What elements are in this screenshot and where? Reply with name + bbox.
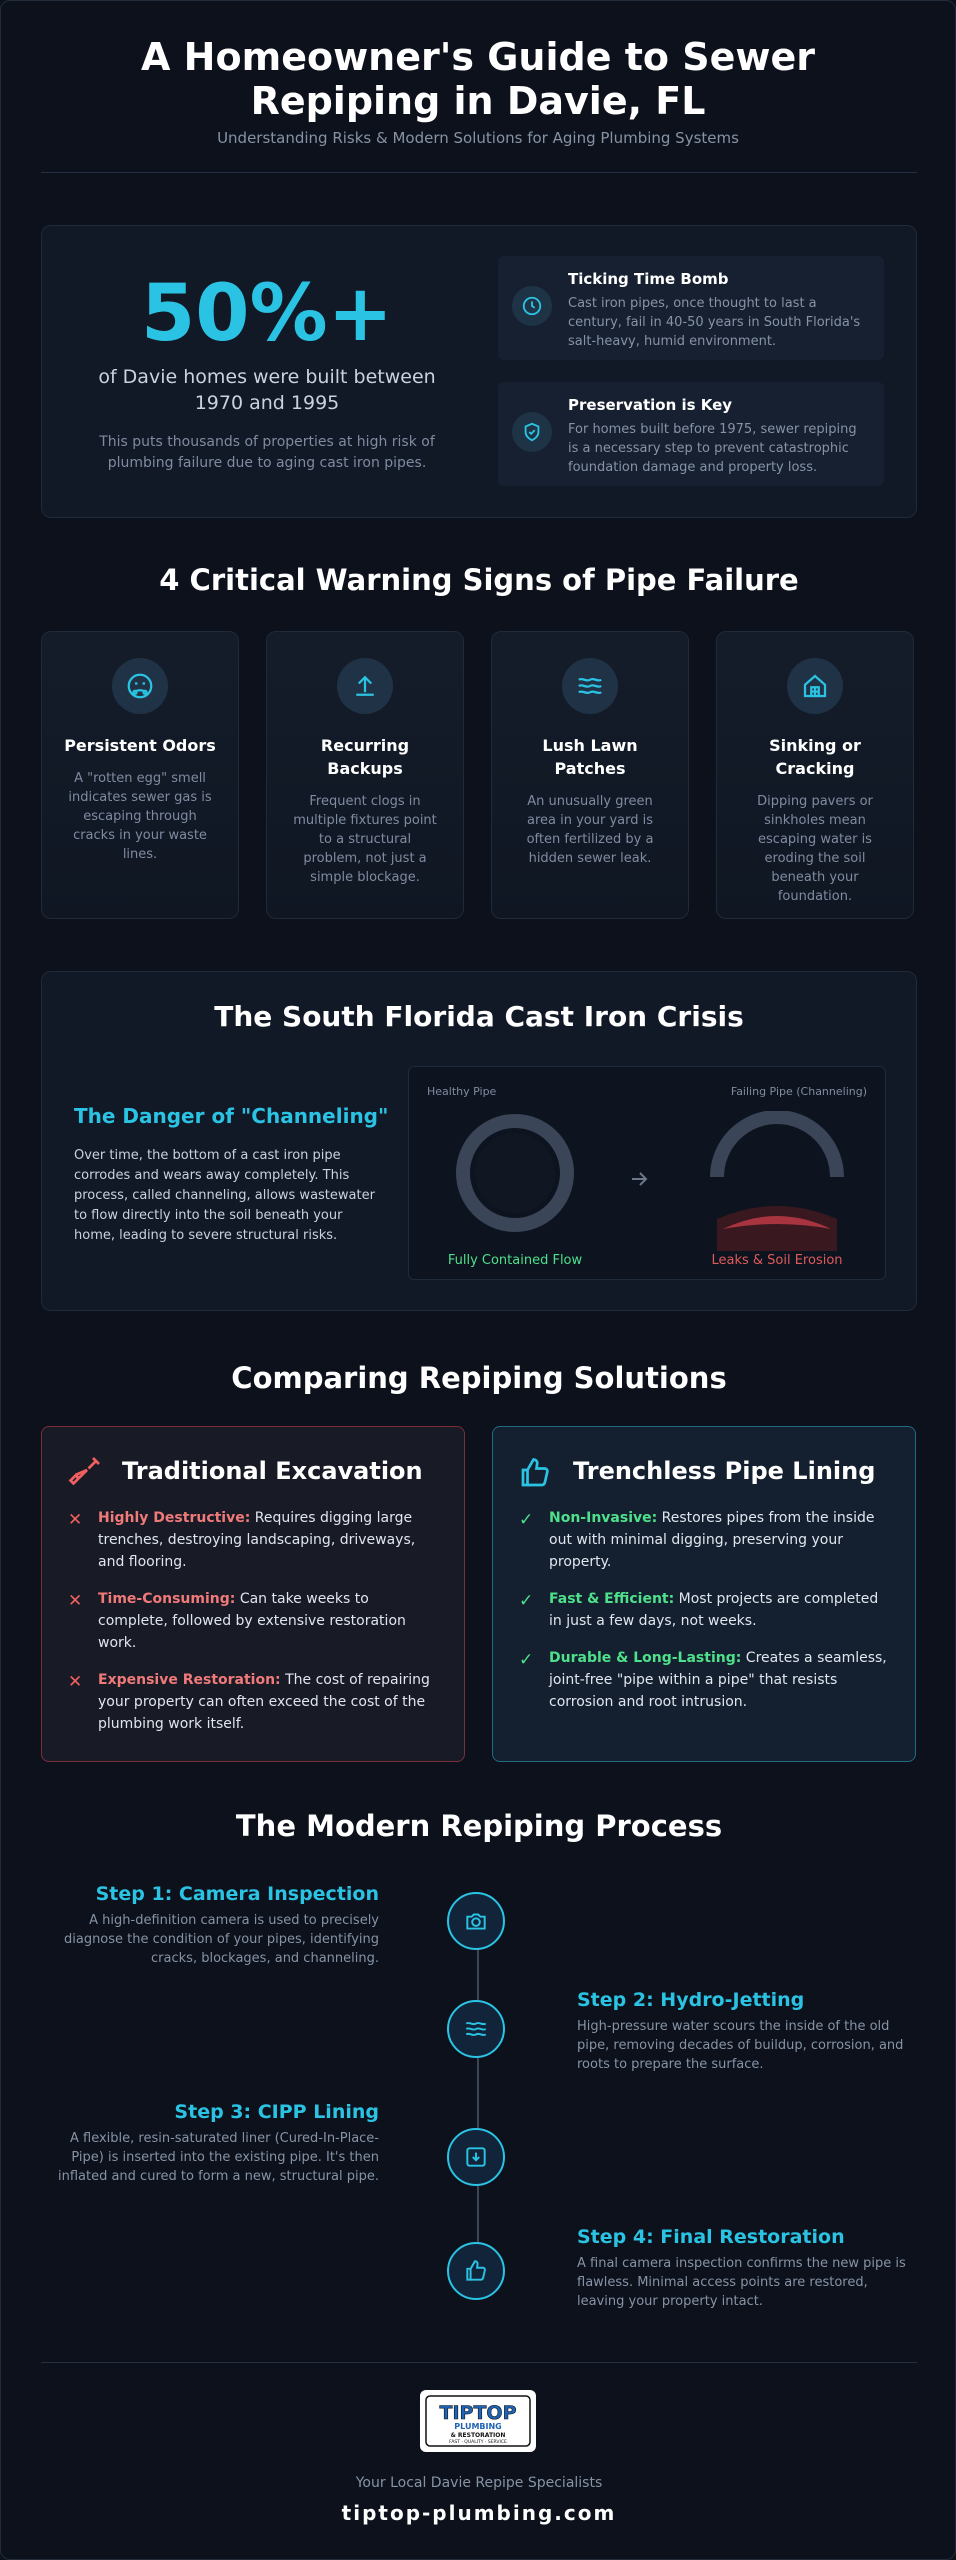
trenchless-title: Trenchless Pipe Lining — [573, 1457, 876, 1485]
healthy-pipe-label: Healthy Pipe — [427, 1085, 497, 1098]
stats-card: 50%+ of Davie homes were built between 1… — [41, 225, 917, 518]
download-box-icon — [466, 2147, 486, 2167]
company-logo[interactable]: TIPTOP PLUMBING & RESTORATION FAST · QUA… — [420, 2390, 536, 2452]
header: A Homeowner's Guide to Sewer Repiping in… — [1, 1, 955, 147]
step-1-title: Step 1: Camera Inspection — [95, 1883, 379, 1905]
traditional-point: ✕ Time-Consuming: Can take weeks to compl… — [68, 1591, 406, 1651]
thumbs-up-icon — [521, 1458, 549, 1487]
preservation-text: For homes built before 1975, sewer repip… — [568, 422, 857, 475]
failing-pipe-caption: Leaks & Soil Erosion — [711, 1253, 843, 1268]
svg-text:PLUMBING: PLUMBING — [454, 2422, 501, 2431]
logo-graphic: TIPTOP PLUMBING & RESTORATION FAST · QUA… — [425, 2395, 531, 2447]
header-divider — [41, 172, 917, 173]
timeline-line — [477, 1921, 479, 2281]
sign-title: Persistent Odors — [64, 736, 216, 755]
preservation-title: Preservation is Key — [568, 396, 733, 414]
channeling-heading: The Danger of "Channeling" — [74, 1104, 389, 1128]
waves-icon — [562, 658, 618, 714]
process-title: The Modern Repiping Process — [235, 1809, 723, 1843]
clock-icon — [512, 286, 552, 326]
arrow-right-icon — [632, 1172, 648, 1186]
step-2-marker — [447, 2000, 505, 2058]
sign-text: A "rotten egg" smell indicates sewer gas… — [68, 771, 212, 862]
trenchless-point: ✓ Fast & Efficient: Most projects are com… — [519, 1591, 879, 1629]
step-3-text: A flexible, resin-saturated liner (Cured… — [57, 2131, 379, 2184]
step-4-title: Step 4: Final Restoration — [577, 2226, 845, 2248]
sign-card-lawn: Lush Lawn Patches An unusually green are… — [491, 631, 689, 919]
time-bomb-title: Ticking Time Bomb — [568, 270, 729, 288]
channeling-text: Over time, the bottom of a cast iron pip… — [74, 1148, 375, 1243]
house-icon — [787, 658, 843, 714]
svg-text:TIPTOP: TIPTOP — [440, 2402, 517, 2424]
traditional-card: Traditional Excavation ✕ Highly Destructi… — [41, 1426, 465, 1762]
sign-title: Sinking or Cracking — [769, 736, 861, 778]
step-2-text: High-pressure water scours the inside of… — [577, 2019, 904, 2072]
healthy-pipe-graphic — [456, 1114, 574, 1232]
crisis-title: The South Florida Cast Iron Crisis — [214, 1000, 744, 1033]
trenchless-point: ✓ Durable & Long-Lasting: Creates a seaml… — [519, 1650, 887, 1710]
sign-text: Frequent clogs in multiple fixtures poin… — [293, 794, 437, 885]
stat-number: 50%+ — [140, 269, 394, 359]
compare-title: Comparing Repiping Solutions — [231, 1361, 727, 1395]
pipe-diagram: Healthy Pipe Failing Pipe (Channeling) F… — [408, 1066, 886, 1280]
step-4-text: A final camera inspection confirms the n… — [577, 2256, 906, 2309]
failing-pipe-graphic — [710, 1111, 844, 1251]
traditional-point: ✕ Highly Destructive: Requires digging la… — [68, 1510, 416, 1570]
sign-text: An unusually green area in your yard is … — [526, 794, 654, 866]
traditional-title: Traditional Excavation — [122, 1457, 423, 1485]
step-4-marker — [447, 2242, 505, 2300]
stat-note: This puts thousands of properties at hig… — [99, 434, 435, 471]
step-2-title: Step 2: Hydro-Jetting — [577, 1989, 805, 2011]
website-link[interactable]: tiptop-plumbing.com — [341, 2501, 617, 2525]
footer-tagline: Your Local Davie Repipe Specialists — [355, 2475, 603, 2491]
trenchless-card: Trenchless Pipe Lining ✓ Non-Invasive: Re… — [492, 1426, 916, 1762]
sad-face-icon — [112, 658, 168, 714]
svg-text:FAST · QUALITY · SERVICE: FAST · QUALITY · SERVICE — [449, 2439, 507, 2445]
step-1-text: A high-definition camera is used to prec… — [63, 1913, 379, 1966]
thumbs-up-icon — [466, 2260, 486, 2281]
healthy-pipe-caption: Fully Contained Flow — [447, 1253, 583, 1268]
footer-divider — [41, 2362, 917, 2363]
sign-card-sinking: Sinking or Cracking Dipping pavers or si… — [716, 631, 914, 919]
time-bomb-text: Cast iron pipes, once thought to last a … — [568, 296, 861, 349]
sign-text: Dipping pavers or sinkholes mean escapin… — [757, 794, 873, 904]
crisis-card: The South Florida Cast Iron Crisis The D… — [41, 971, 917, 1311]
traditional-point: ✕ Expensive Restoration: The cost of repa… — [68, 1672, 430, 1732]
sign-title: Lush Lawn Patches — [542, 736, 638, 778]
time-bomb-card: Ticking Time Bomb Cast iron pipes, once … — [498, 256, 884, 360]
step-3-title: Step 3: CIPP Lining — [174, 2101, 379, 2123]
step-3-marker — [447, 2128, 505, 2186]
shield-check-icon — [512, 412, 552, 452]
waves-icon — [465, 2022, 487, 2036]
sign-title: Recurring Backups — [320, 736, 410, 778]
sign-card-backups: Recurring Backups Frequent clogs in mult… — [266, 631, 464, 919]
camera-icon — [466, 1913, 486, 1930]
step-1-marker — [447, 1892, 505, 1950]
warning-title: 4 Critical Warning Signs of Pipe Failure — [159, 563, 799, 597]
trenchless-point: ✓ Non-Invasive: Restores pipes from the i… — [519, 1510, 875, 1570]
sign-card-odors: Persistent Odors A "rotten egg" smell in… — [41, 631, 239, 919]
page-title: A Homeowner's Guide to Sewer Repiping in… — [141, 35, 815, 123]
arrow-up-icon — [337, 658, 393, 714]
failing-pipe-label: Failing Pipe (Channeling) — [730, 1085, 867, 1098]
svg-text:& RESTORATION: & RESTORATION — [451, 2432, 506, 2439]
stat-block: 50%+ of Davie homes were built between 1… — [42, 226, 492, 517]
preservation-card: Preservation is Key For homes built befo… — [498, 382, 884, 486]
stat-description: of Davie homes were built between 1970 a… — [98, 366, 436, 414]
shovel-icon — [68, 1457, 100, 1486]
page-subtitle: Understanding Risks & Modern Solutions f… — [217, 129, 739, 147]
